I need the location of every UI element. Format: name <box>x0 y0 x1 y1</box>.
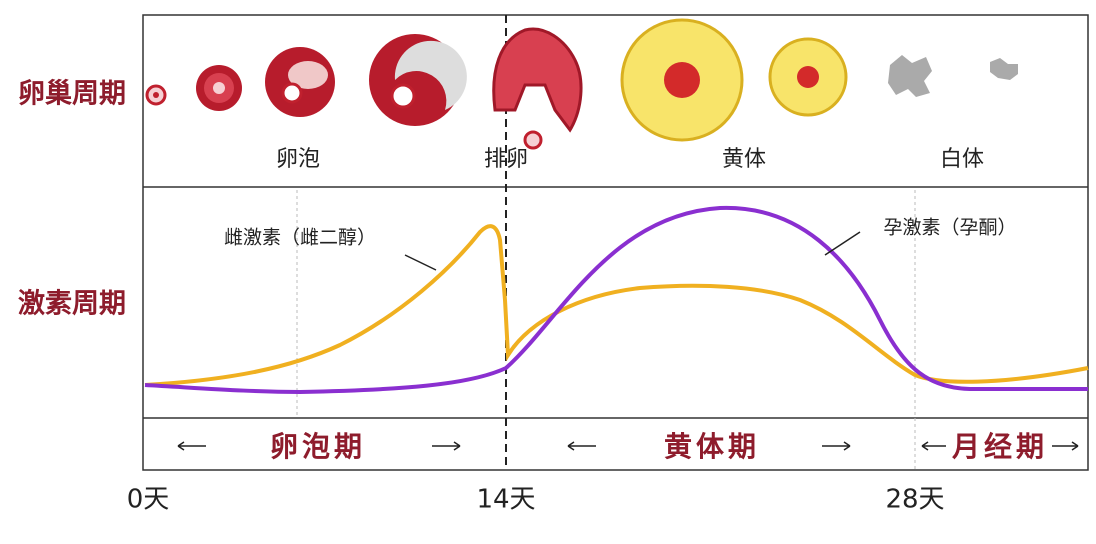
time-label: 28天 <box>885 485 944 515</box>
pointer-line <box>824 231 861 256</box>
time-label: 14天 <box>476 485 535 515</box>
stage-label: 黄体 <box>722 147 766 172</box>
stage-label: 白体 <box>940 147 984 172</box>
section-label: 激素周期 <box>18 288 126 320</box>
phase-arrows <box>177 441 1079 451</box>
phase-label: 黄体期 <box>664 430 760 463</box>
curve-label: 孕激素（孕酮） <box>883 217 1016 239</box>
stage-label: 卵泡 <box>276 147 320 172</box>
frame <box>142 14 1089 471</box>
time-label: 0天 <box>127 485 170 515</box>
progesterone-curve <box>144 205 1088 395</box>
pointer-line <box>404 254 437 271</box>
ovary-illustrations <box>145 18 1018 150</box>
stage-label: 排卵 <box>484 147 528 172</box>
section-label: 卵巢周期 <box>18 79 126 110</box>
phase-label: 卵泡期 <box>270 430 366 463</box>
curve-label: 雌激素（雌二醇） <box>224 227 376 249</box>
phase-label: 月经期 <box>951 430 1048 463</box>
